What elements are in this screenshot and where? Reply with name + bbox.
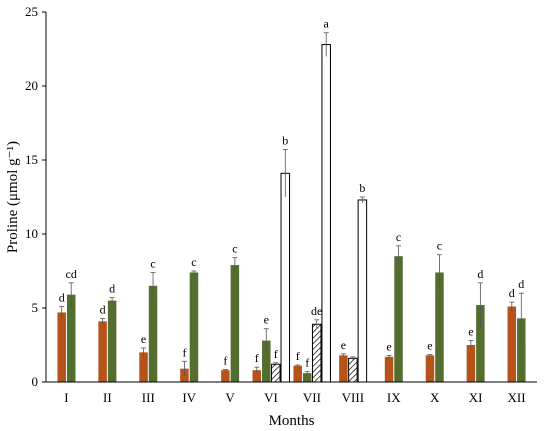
significance-label: b <box>359 181 365 195</box>
significance-label: e <box>341 338 346 352</box>
y-axis-ticks: 0 5 10 15 20 25 <box>25 4 46 389</box>
bar <box>189 272 199 382</box>
x-axis-label: Months <box>269 413 315 429</box>
bar <box>139 352 148 382</box>
x-tick-label: II <box>103 390 112 405</box>
significance-label: c <box>396 230 401 244</box>
significance-label: de <box>311 304 322 318</box>
significance-label: f <box>296 349 300 363</box>
bar <box>221 370 230 382</box>
bar <box>252 370 262 382</box>
bar <box>507 306 517 382</box>
significance-label: f <box>255 351 259 365</box>
bar <box>357 199 368 383</box>
y-tick-label: 10 <box>25 226 38 241</box>
bar <box>98 321 107 382</box>
y-tick-label: 0 <box>32 374 39 389</box>
bar <box>148 285 158 382</box>
bar <box>517 318 526 382</box>
significance-label: d <box>518 277 524 291</box>
y-axis-label: Proline (μmol g⁻¹) <box>5 141 21 253</box>
y-tick-label: 25 <box>25 4 38 19</box>
x-tick-label: IV <box>182 390 196 405</box>
significance-label: b <box>282 134 288 148</box>
bar <box>476 305 485 382</box>
x-tick-label: X <box>430 390 440 405</box>
x-tick-label: IX <box>387 390 401 405</box>
significance-label: e <box>468 325 473 339</box>
bar <box>271 363 281 383</box>
significance-label: d <box>509 286 515 300</box>
bar <box>425 355 435 382</box>
significance-label: d <box>100 302 106 316</box>
bar <box>107 300 117 382</box>
significance-label: f <box>182 345 186 359</box>
significance-label: c <box>437 239 442 253</box>
significance-label: f <box>305 356 309 370</box>
y-tick-label: 15 <box>25 152 38 167</box>
x-tick-label: VII <box>303 390 321 405</box>
bar <box>230 265 240 382</box>
bar <box>384 356 394 382</box>
bar <box>394 256 403 382</box>
significance-label: f <box>274 347 278 361</box>
bar <box>466 345 476 382</box>
x-axis-ticks: I II III IV V VI VII VIII IX X XI XII <box>64 390 525 405</box>
bar <box>293 365 302 382</box>
significance-label: cd <box>66 267 77 281</box>
significance-label: c <box>191 255 196 269</box>
x-tick-label: XI <box>469 390 483 405</box>
significance-label: a <box>324 17 330 31</box>
x-tick-label: VI <box>264 390 278 405</box>
bar <box>339 355 348 382</box>
x-tick-label: III <box>142 390 155 405</box>
bar <box>348 357 358 383</box>
bar <box>66 294 76 382</box>
bar <box>311 323 322 383</box>
significance-label: d <box>109 282 115 296</box>
x-tick-label: XII <box>508 390 526 405</box>
bar <box>57 312 66 382</box>
bar <box>262 340 271 382</box>
bar <box>321 44 331 383</box>
significance-label: d <box>477 267 483 281</box>
significance-label: c <box>150 256 155 270</box>
significance-label: d <box>59 291 65 305</box>
y-tick-label: 20 <box>25 78 38 93</box>
x-tick-label: V <box>225 390 235 405</box>
bar <box>302 373 312 382</box>
significance-label: e <box>427 339 432 353</box>
significance-label: c <box>232 242 237 256</box>
significance-label: e <box>386 339 391 353</box>
x-tick-label: I <box>64 390 68 405</box>
bar <box>280 172 291 383</box>
significance-label: e <box>141 332 146 346</box>
bar <box>435 272 444 382</box>
y-tick-label: 5 <box>32 300 39 315</box>
significance-label: e <box>264 313 269 327</box>
x-tick-label: VIII <box>342 390 364 405</box>
significance-label: f <box>223 353 227 367</box>
